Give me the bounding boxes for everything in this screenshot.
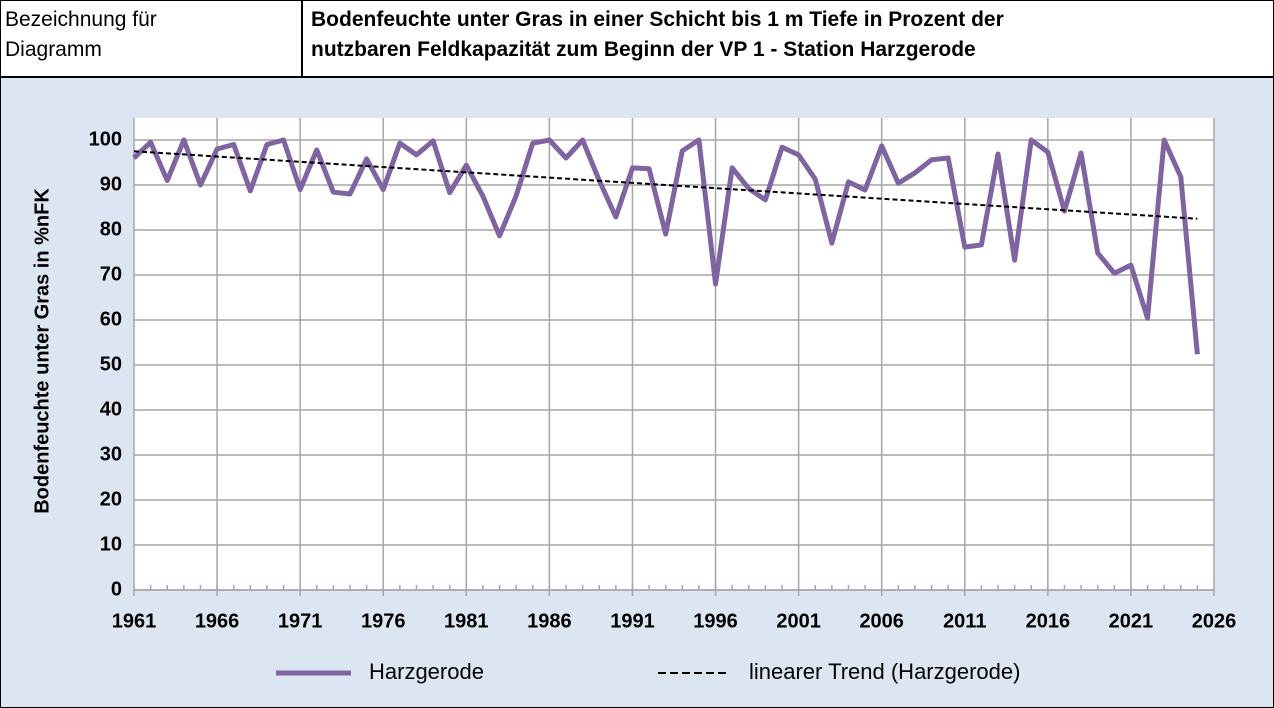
legend-label: linearer Trend (Harzgerode) — [749, 659, 1020, 684]
y-tick-label: 70 — [100, 263, 122, 285]
x-tick-label: 1981 — [444, 610, 489, 632]
x-tick-label: 1996 — [693, 610, 738, 632]
y-tick-label: 100 — [89, 128, 122, 150]
x-tick-label: 2001 — [776, 610, 821, 632]
title-line: Bodenfeuchte unter Gras in einer Schicht… — [311, 8, 1004, 31]
x-tick-label: 1961 — [112, 610, 157, 632]
y-tick-label: 60 — [100, 308, 122, 330]
x-tick-label: 2016 — [1026, 610, 1071, 632]
y-tick-label: 30 — [100, 443, 122, 465]
title-cell: Bodenfeuchte unter Gras in einer Schicht… — [301, 1, 1269, 76]
x-tick-label: 1976 — [361, 610, 406, 632]
x-tick-label: 2021 — [1109, 610, 1154, 632]
x-tick-label: 1986 — [527, 610, 572, 632]
legend-label: Harzgerode — [369, 659, 484, 684]
y-tick-label: 10 — [100, 533, 122, 555]
y-tick-label: 90 — [100, 173, 122, 195]
y-tick-label: 80 — [100, 218, 122, 240]
chart: Bodenfeuchte unter Gras in %nFK 0 10 20 30 4… — [1, 78, 1273, 707]
label-line: Diagramm — [5, 38, 102, 61]
x-tick-label: 2011 — [943, 610, 986, 632]
x-tick-label: 2006 — [859, 610, 904, 632]
title-line: nutzbaren Feldkapazität zum Beginn der V… — [311, 38, 976, 61]
x-tick-label: 2026 — [1192, 610, 1237, 632]
x-tick-label: 1971 — [278, 610, 323, 632]
y-axis-label: Bodenfeuchte unter Gras in %nFK — [31, 188, 53, 514]
trend-line — [133, 150, 1198, 220]
y-tick-label: 50 — [100, 353, 122, 375]
y-tick-label: 20 — [100, 488, 122, 510]
header: Bezeichnung für Diagramm Bodenfeuchte unt… — [1, 1, 1273, 78]
y-tick-label: 0 — [111, 578, 122, 600]
label-cell: Bezeichnung für Diagramm — [5, 5, 295, 65]
y-tick-label: 40 — [100, 398, 122, 420]
label-line: Bezeichnung für — [5, 8, 157, 31]
x-tick-label: 1966 — [195, 610, 240, 632]
x-tick-label: 1991 — [610, 610, 655, 632]
